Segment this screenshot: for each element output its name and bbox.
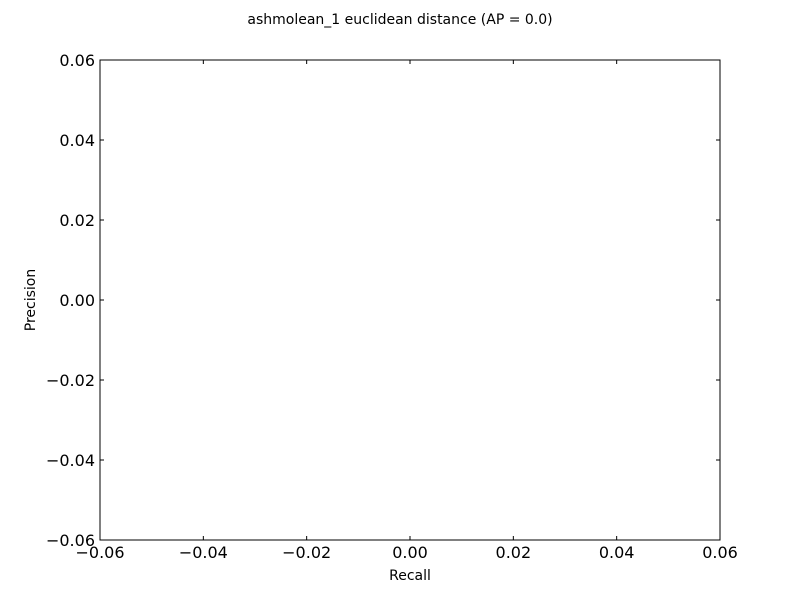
y-tick-label: −0.04	[46, 451, 95, 470]
plot-area-frame	[99, 59, 721, 541]
y-axis-label: Precision	[23, 269, 39, 331]
x-tick-label: 0.00	[392, 543, 428, 562]
y-tick-label: −0.06	[46, 531, 95, 550]
x-tick-label: −0.02	[282, 543, 331, 562]
y-tick-label: 0.04	[59, 131, 95, 150]
chart-title: ashmolean_1 euclidean distance (AP = 0.0…	[247, 12, 552, 28]
y-tick-label: 0.02	[59, 211, 95, 230]
x-axis-label: Recall	[389, 568, 431, 584]
y-tick-label: −0.02	[46, 371, 95, 390]
y-tick-label: 0.06	[59, 51, 95, 70]
x-tick-label: 0.04	[599, 543, 635, 562]
x-tick-label: −0.06	[75, 543, 124, 562]
x-tick-label: −0.04	[179, 543, 228, 562]
y-tick-label: 0.00	[59, 291, 95, 310]
x-tick-label: 0.02	[496, 543, 532, 562]
y-axis-ticks: −0.06 −0.04 −0.02 0.00 0.02 0.04 0.06	[46, 51, 720, 550]
x-tick-label: 0.06	[702, 543, 738, 562]
x-axis-ticks: −0.06 −0.04 −0.02 0.00 0.02 0.04 0.06	[75, 60, 738, 562]
